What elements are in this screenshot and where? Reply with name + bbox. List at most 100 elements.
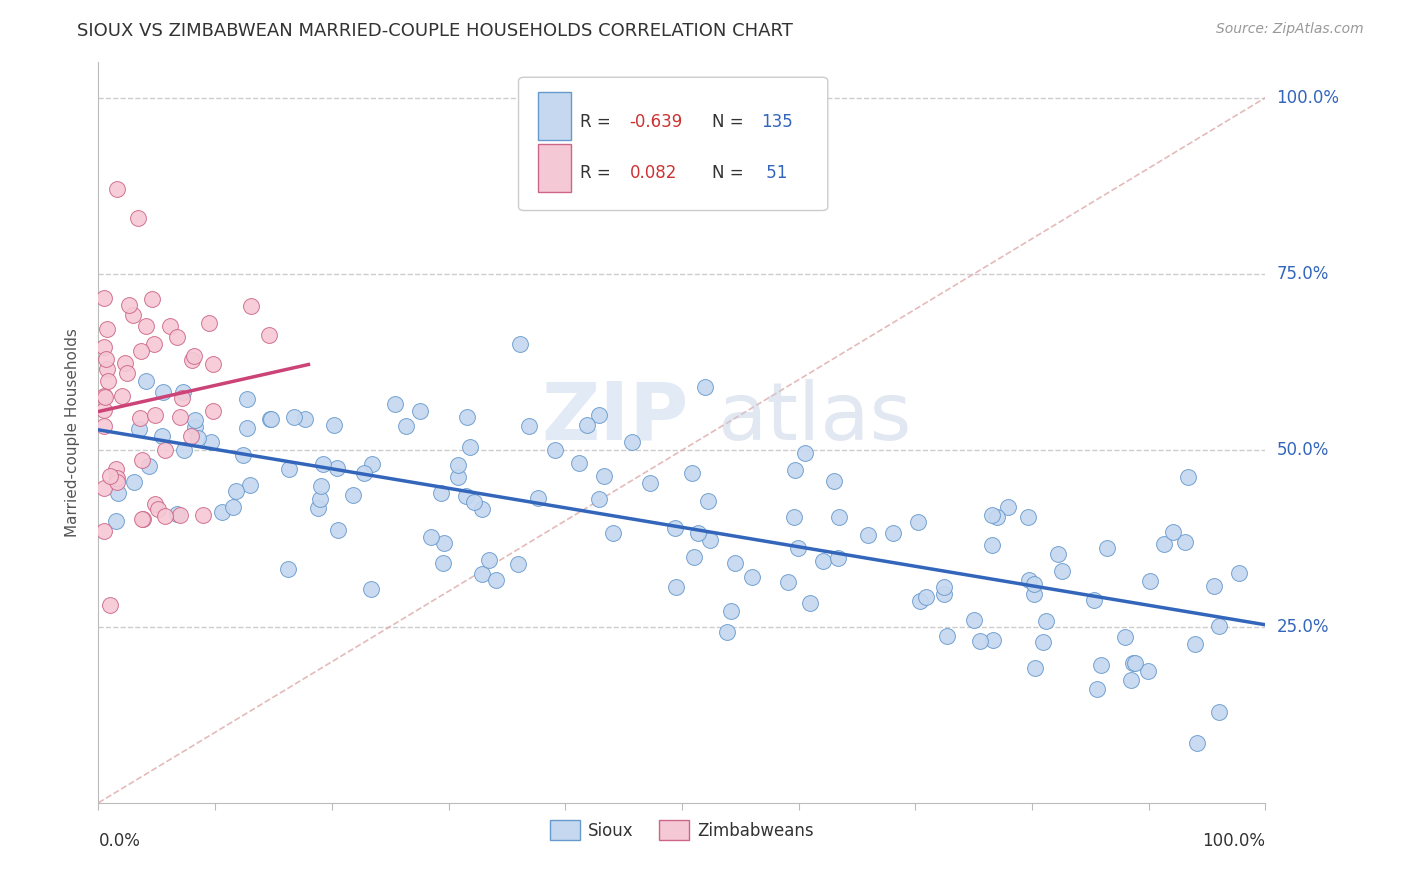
Point bbox=[353, 467, 375, 481]
Point bbox=[1018, 573, 1040, 587]
Point bbox=[1123, 656, 1146, 670]
Point bbox=[180, 353, 202, 368]
Point bbox=[430, 485, 453, 500]
Point bbox=[202, 357, 225, 371]
Point bbox=[93, 291, 115, 305]
Point bbox=[908, 594, 931, 608]
FancyBboxPatch shape bbox=[538, 92, 571, 140]
Point bbox=[433, 535, 456, 549]
Point bbox=[409, 404, 432, 418]
Point bbox=[1208, 618, 1230, 632]
Point bbox=[696, 494, 718, 508]
Point bbox=[257, 328, 280, 343]
Point bbox=[588, 492, 610, 507]
Point bbox=[783, 509, 806, 524]
Point bbox=[132, 512, 155, 526]
Point bbox=[143, 497, 166, 511]
Point bbox=[236, 392, 259, 406]
Point bbox=[447, 469, 470, 483]
Point bbox=[1163, 524, 1185, 539]
Point bbox=[471, 502, 494, 516]
Point bbox=[129, 343, 152, 358]
Point bbox=[593, 468, 616, 483]
Point bbox=[211, 505, 233, 519]
Point bbox=[360, 582, 382, 597]
Point bbox=[1204, 579, 1226, 593]
Point bbox=[681, 466, 703, 480]
Point bbox=[222, 500, 245, 515]
Point bbox=[105, 475, 128, 489]
Text: SIOUX VS ZIMBABWEAN MARRIED-COUPLE HOUSEHOLDS CORRELATION CHART: SIOUX VS ZIMBABWEAN MARRIED-COUPLE HOUSE… bbox=[77, 22, 793, 40]
Point bbox=[986, 509, 1008, 524]
Point bbox=[517, 419, 540, 434]
Point bbox=[724, 557, 747, 571]
Point bbox=[1024, 587, 1046, 601]
Point bbox=[447, 458, 470, 472]
Text: 50.0%: 50.0% bbox=[1277, 442, 1329, 459]
Point bbox=[128, 422, 150, 436]
Point bbox=[509, 336, 531, 351]
Point bbox=[741, 570, 763, 584]
Point bbox=[98, 599, 121, 613]
Point bbox=[827, 551, 849, 566]
FancyBboxPatch shape bbox=[538, 144, 571, 192]
Point bbox=[1114, 630, 1136, 644]
Point bbox=[187, 431, 209, 445]
Point bbox=[98, 469, 121, 483]
Point bbox=[602, 525, 624, 540]
Point bbox=[914, 590, 936, 604]
Point bbox=[799, 596, 821, 610]
Text: atlas: atlas bbox=[717, 379, 911, 457]
Point bbox=[93, 524, 115, 538]
Point bbox=[127, 211, 149, 225]
Point bbox=[1017, 510, 1039, 524]
Point bbox=[143, 409, 166, 423]
Point bbox=[96, 374, 118, 388]
Point bbox=[308, 491, 330, 506]
Point bbox=[776, 575, 799, 590]
Point bbox=[166, 330, 188, 344]
Point bbox=[783, 463, 806, 477]
Point bbox=[1119, 673, 1142, 687]
Point bbox=[236, 421, 259, 435]
Point bbox=[969, 633, 991, 648]
Point bbox=[720, 604, 742, 618]
Point bbox=[122, 475, 145, 489]
Point bbox=[1122, 657, 1144, 671]
Point bbox=[456, 409, 478, 424]
Point bbox=[793, 446, 815, 460]
Point bbox=[936, 629, 959, 643]
Text: 135: 135 bbox=[761, 112, 793, 130]
Point bbox=[93, 481, 115, 495]
Point bbox=[932, 586, 955, 600]
Point bbox=[477, 553, 499, 567]
Point bbox=[1024, 661, 1046, 675]
Point bbox=[169, 409, 191, 424]
Point bbox=[342, 488, 364, 502]
Point bbox=[665, 580, 688, 594]
Point bbox=[328, 523, 350, 537]
Point bbox=[94, 390, 117, 404]
Point bbox=[122, 308, 145, 322]
Point bbox=[153, 443, 176, 458]
Point bbox=[360, 457, 382, 471]
Point bbox=[138, 459, 160, 474]
Point bbox=[146, 502, 169, 516]
Point bbox=[111, 389, 134, 403]
Point bbox=[159, 319, 181, 334]
Point bbox=[294, 411, 316, 425]
Point bbox=[693, 379, 716, 393]
Point bbox=[259, 411, 281, 425]
Point bbox=[135, 318, 157, 333]
Point bbox=[638, 475, 661, 490]
Point bbox=[1046, 548, 1069, 562]
Point bbox=[1139, 574, 1161, 588]
Point bbox=[105, 471, 128, 485]
Text: ZIP: ZIP bbox=[541, 379, 689, 457]
Point bbox=[169, 508, 191, 522]
Point bbox=[824, 474, 846, 488]
FancyBboxPatch shape bbox=[519, 78, 828, 211]
Point bbox=[118, 298, 141, 312]
Text: 75.0%: 75.0% bbox=[1277, 265, 1329, 283]
Point bbox=[153, 508, 176, 523]
